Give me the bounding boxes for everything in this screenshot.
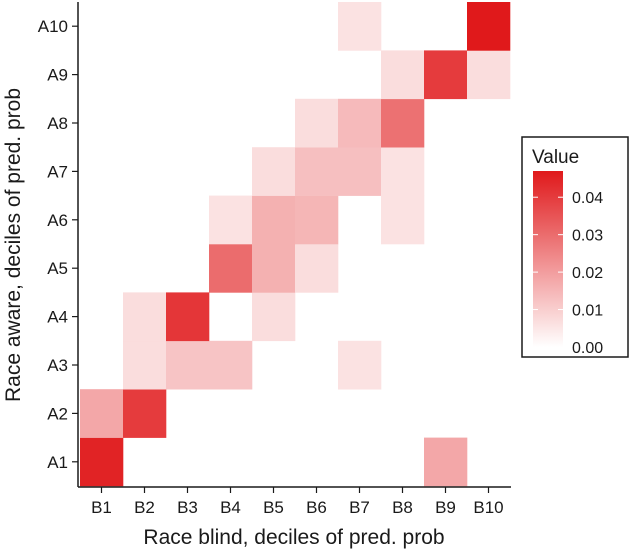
heatmap-cell-B3-A3 (166, 340, 210, 390)
heatmap-cell-B8-A8 (381, 98, 425, 148)
heatmap-cell-B6-A7 (295, 147, 339, 196)
legend-tick-label: 0.03 (572, 228, 603, 245)
x-tick-label: B7 (349, 498, 370, 517)
legend-colorbar (533, 171, 563, 347)
heatmap-cell-B8-A9 (381, 50, 425, 100)
legend-title: Value (532, 147, 579, 168)
heatmap-cell-B7-A10 (338, 2, 382, 51)
x-tick-label: B4 (220, 498, 241, 517)
y-tick-label: A4 (47, 308, 68, 327)
heatmap-cell-B8-A6 (381, 195, 425, 245)
legend-tick-label: 0.00 (572, 340, 603, 357)
y-tick-label: A1 (47, 453, 68, 472)
heatmap-cell-B7-A7 (338, 147, 382, 196)
heatmap-cell-B5-A7 (252, 147, 296, 196)
heatmap-cell-B6-A8 (295, 98, 339, 148)
y-tick-label: A3 (47, 356, 68, 375)
legend-tick-label: 0.01 (572, 303, 603, 320)
x-tick-label: B10 (473, 498, 503, 517)
heatmap-cell-B2-A4 (123, 292, 167, 342)
heatmap-cell-B9-A9 (424, 50, 468, 100)
legend-ticks: 0.00 0.01 0.02 0.03 0.04 (533, 190, 603, 357)
heatmap-cells (80, 2, 511, 487)
heatmap-cell-B6-A6 (295, 195, 339, 245)
heatmap-cell-B9-A1 (424, 437, 468, 487)
heatmap-cell-B5-A6 (252, 195, 296, 245)
legend-tick-label: 0.04 (572, 190, 603, 207)
y-tick-label: A5 (47, 259, 68, 278)
heatmap-cell-B8-A7 (381, 147, 425, 196)
heatmap-cell-B6-A5 (295, 244, 339, 293)
legend: Value 0.00 0.01 0.02 0.03 0.04 (521, 136, 629, 358)
heatmap-cell-B4-A3 (209, 340, 253, 390)
heatmap-cell-B2-A3 (123, 340, 167, 390)
heatmap-cell-B7-A8 (338, 98, 382, 148)
y-axis-title: Race aware, deciles of pred. prob (2, 88, 25, 402)
y-axis-ticks: A1 A2 A3 A4 A5 A6 A7 A8 A9 A10 (38, 17, 78, 472)
y-tick-label: A10 (38, 17, 68, 36)
heatmap-cell-B3-A4 (166, 292, 210, 342)
x-tick-label: B6 (306, 498, 327, 517)
x-tick-label: B9 (435, 498, 456, 517)
heatmap-cell-B5-A4 (252, 292, 296, 342)
legend-tick-label: 0.02 (572, 265, 603, 282)
x-tick-label: B2 (134, 498, 155, 517)
x-axis-ticks: B1 B2 B3 B4 B5 B6 B7 B8 B9 B10 (91, 487, 504, 517)
heatmap-cell-B1-A1 (80, 437, 124, 487)
heatmap-cell-B10-A10 (467, 2, 511, 51)
heatmap-cell-B4-A6 (209, 195, 253, 245)
heatmap-cell-B5-A5 (252, 244, 296, 293)
y-tick-label: A6 (47, 211, 68, 230)
x-tick-label: B3 (177, 498, 198, 517)
x-axis-title: Race blind, deciles of pred. prob (143, 526, 444, 549)
heatmap-cell-B2-A2 (123, 389, 167, 438)
heatmap-cell-B10-A9 (467, 50, 511, 100)
y-tick-label: A2 (47, 404, 68, 423)
y-tick-label: A8 (47, 114, 68, 133)
x-tick-label: B8 (392, 498, 413, 517)
heatmap-cell-B1-A2 (80, 389, 124, 438)
x-tick-label: B1 (91, 498, 112, 517)
y-tick-label: A7 (47, 162, 68, 181)
y-tick-label: A9 (47, 66, 68, 85)
heatmap-cell-B4-A5 (209, 244, 253, 293)
heatmap-cell-B7-A3 (338, 340, 382, 390)
x-tick-label: B5 (263, 498, 284, 517)
